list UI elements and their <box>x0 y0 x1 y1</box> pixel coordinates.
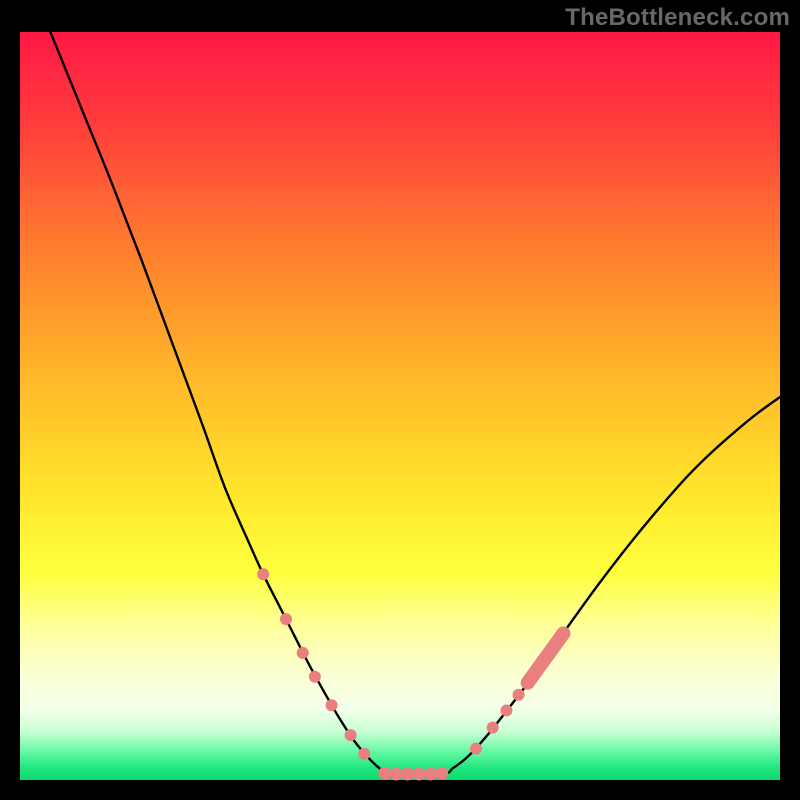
chart-stage: TheBottleneck.com <box>0 0 800 800</box>
marker-dot <box>487 722 499 734</box>
marker-dot <box>513 689 525 701</box>
marker-dot <box>470 743 482 755</box>
marker-dot <box>309 671 321 683</box>
marker-dot <box>500 704 512 716</box>
marker-dot <box>401 768 414 781</box>
marker-dot <box>297 647 309 659</box>
plot-background <box>20 32 780 780</box>
marker-dot <box>326 699 338 711</box>
marker-dot <box>257 568 269 580</box>
marker-dot <box>378 767 391 780</box>
marker-dot <box>345 729 357 741</box>
bottleneck-chart <box>0 0 800 800</box>
marker-dot <box>424 768 437 781</box>
marker-dot <box>435 767 448 780</box>
watermark-text: TheBottleneck.com <box>565 4 790 32</box>
marker-dot <box>280 613 292 625</box>
marker-dot <box>413 768 426 781</box>
marker-dot <box>390 768 403 781</box>
marker-dot <box>358 748 370 760</box>
